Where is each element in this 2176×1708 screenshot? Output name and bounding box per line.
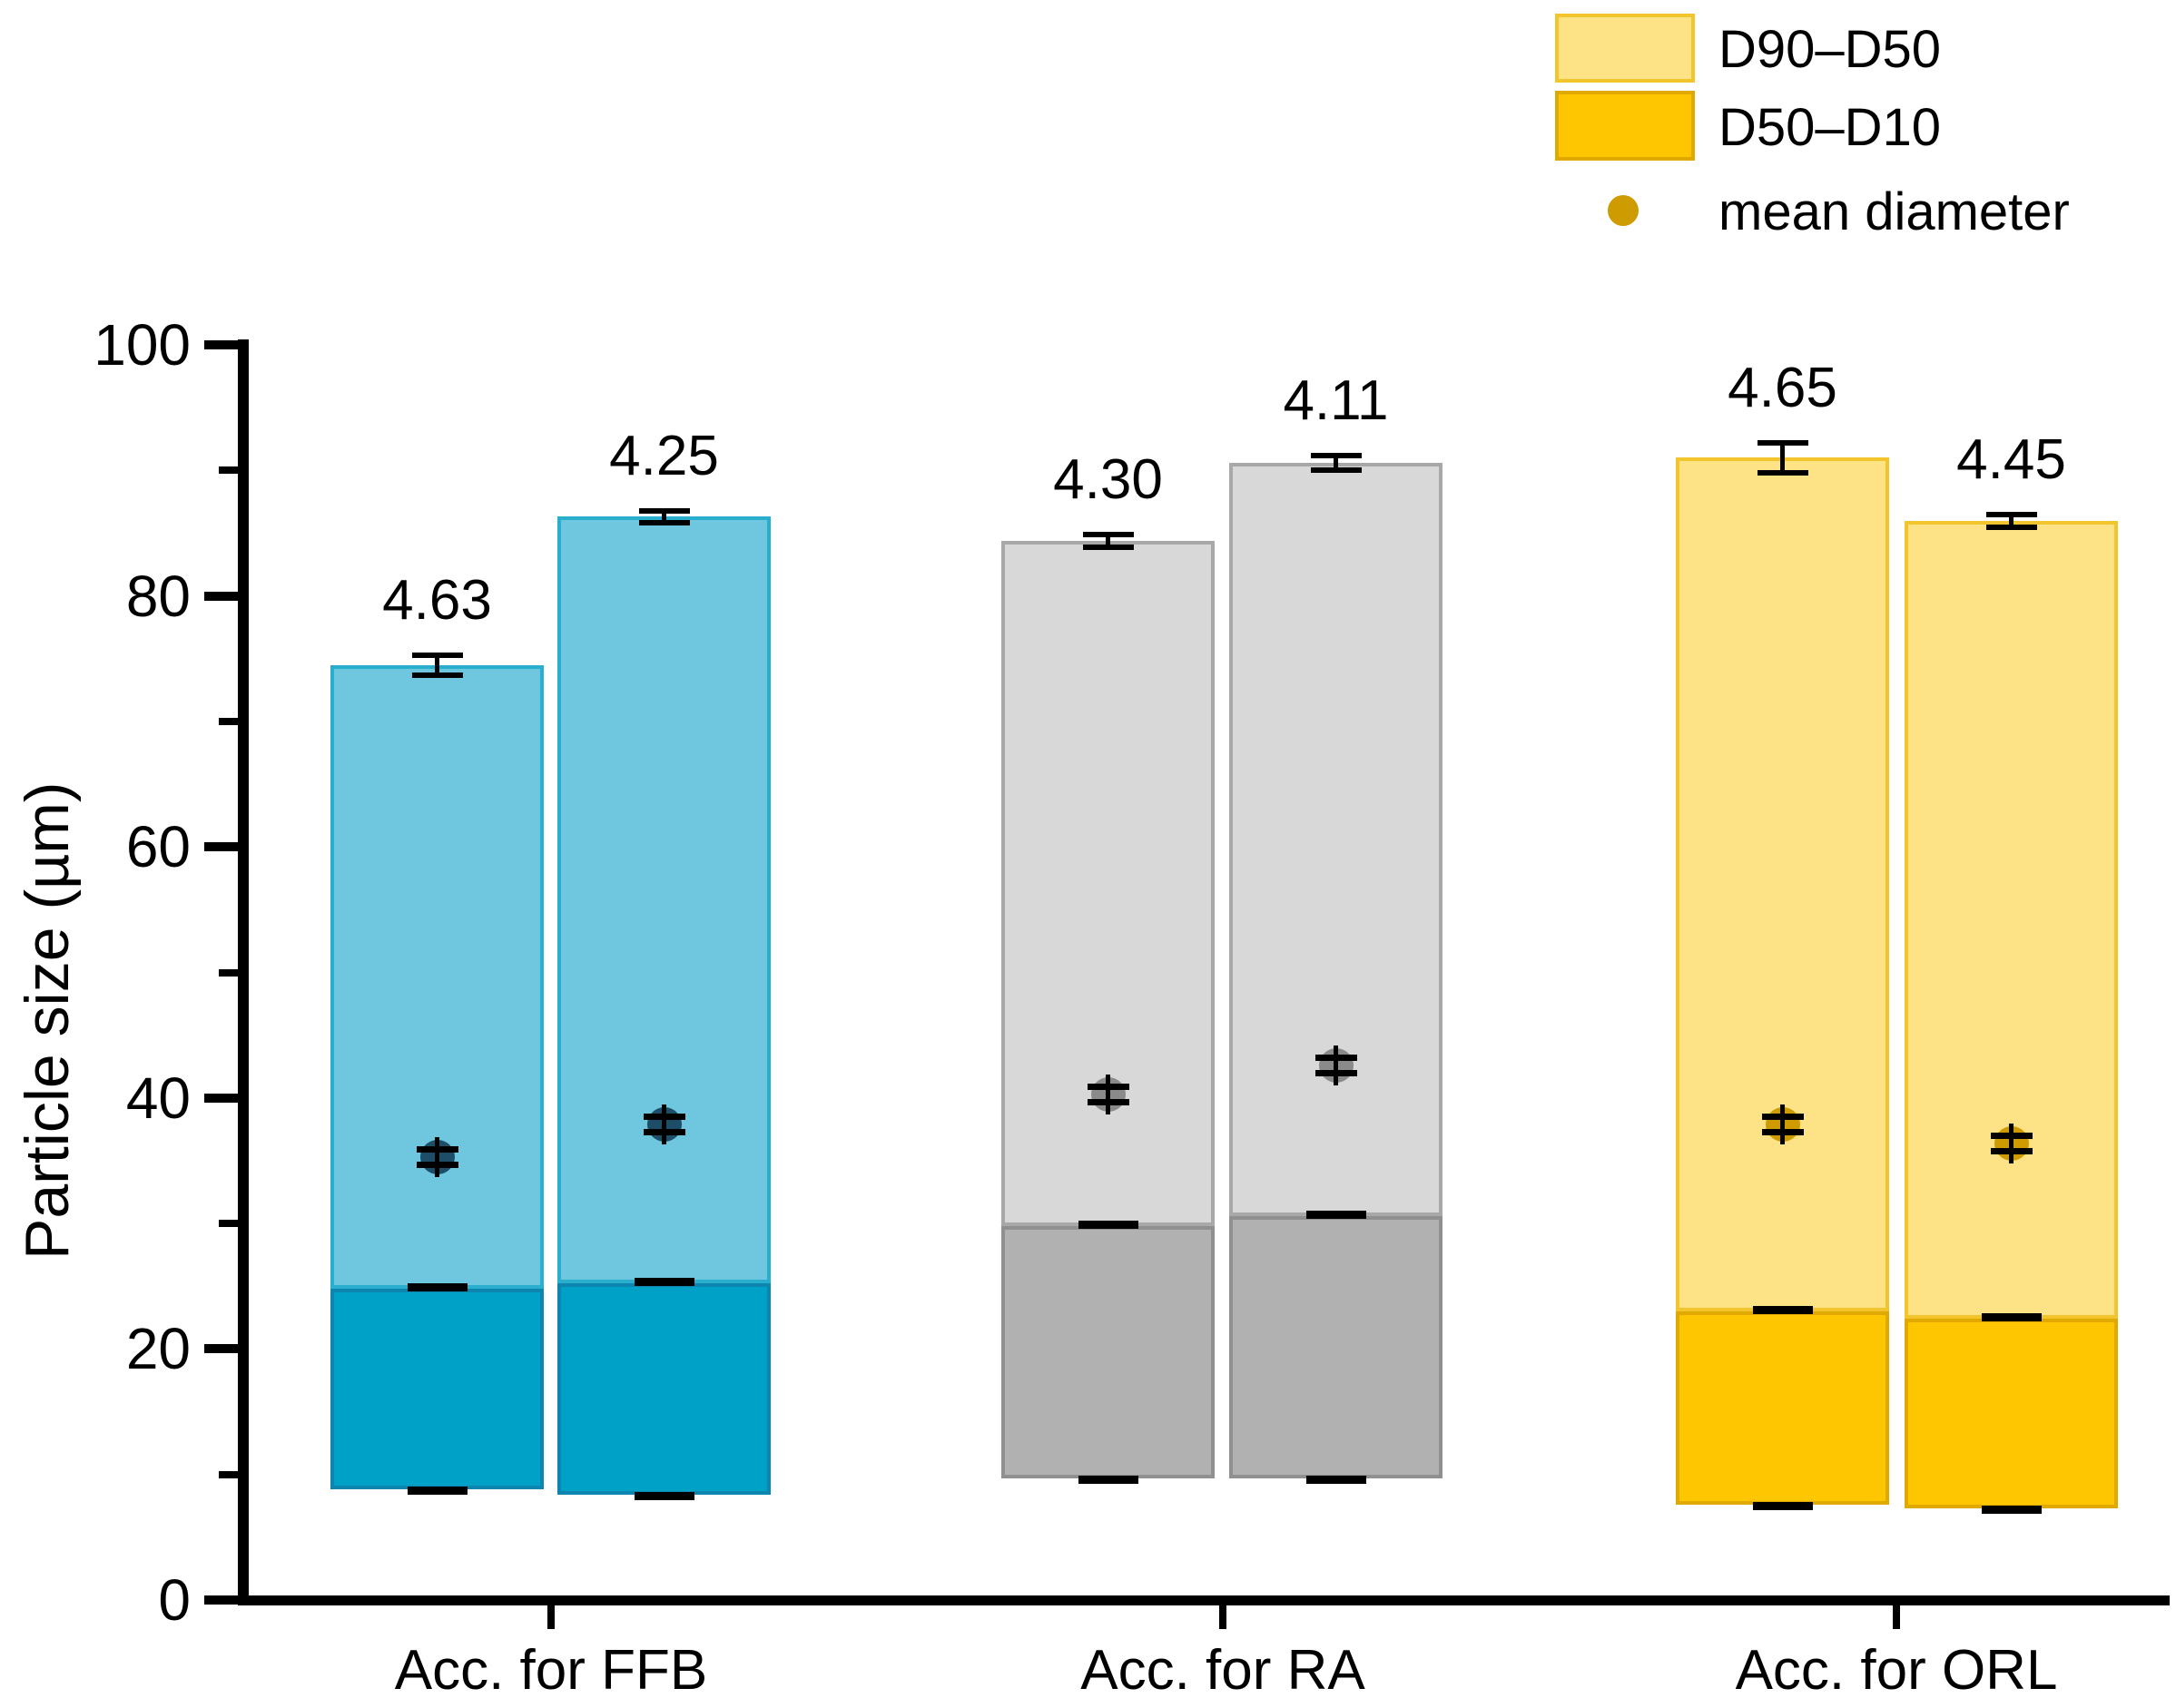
y-tick-label: 0 [158, 1567, 191, 1633]
y-minor-tick [219, 717, 238, 725]
d90-error-line [662, 510, 666, 524]
y-major-tick [204, 1093, 238, 1103]
d10-error-dash [1078, 1475, 1138, 1484]
d90-error-cap-bottom [1757, 470, 1808, 476]
y-tick-label: 40 [125, 1065, 191, 1131]
bar-segment-d50-d10 [557, 1283, 771, 1495]
mean-error-cap-top [1087, 1083, 1129, 1090]
d10-error-dash [1305, 1475, 1366, 1484]
mean-error-cap-bottom [1990, 1147, 2033, 1154]
d90-error-line [1780, 442, 1785, 474]
d50-error-dash [1752, 1305, 1813, 1314]
d90-error-cap-top [1757, 439, 1808, 446]
legend-swatch-d50-d10 [1555, 91, 1695, 161]
bar-span-label: 4.30 [1053, 447, 1163, 511]
d90-error-cap-top [411, 652, 463, 658]
bar-segment-d90-d50 [1905, 520, 2118, 1320]
legend-label-mean-diameter: mean diameter [1718, 182, 2070, 241]
x-group-label: Acc. for FFB [394, 1639, 708, 1702]
d50-error-dash [1078, 1220, 1138, 1229]
y-minor-tick [219, 1470, 238, 1478]
y-tick-label: 80 [125, 563, 191, 629]
d90-error-cap-bottom [638, 520, 690, 526]
d50-error-dash [407, 1283, 468, 1292]
mean-error-cap-bottom [1087, 1098, 1129, 1105]
legend-label-d90-d50: D90–D50 [1718, 20, 1942, 79]
d50-error-dash [1981, 1313, 2042, 1322]
bar-segment-d90-d50 [557, 516, 771, 1284]
d10-error-dash [634, 1491, 694, 1500]
bar-segment-d90-d50 [1676, 457, 1889, 1311]
mean-error-cap-bottom [1761, 1128, 1804, 1135]
y-major-tick [204, 1595, 238, 1605]
legend-swatch-d90-d50 [1555, 14, 1695, 83]
mean-error-cap-bottom [643, 1128, 685, 1135]
bar-span-label: 4.45 [1956, 427, 2066, 491]
mean-error-cap-top [1990, 1132, 2033, 1139]
mean-error-line [1106, 1074, 1110, 1114]
bar-span-label: 4.11 [1283, 368, 1389, 432]
x-group-label: Acc. for ORL [1735, 1639, 2058, 1702]
mean-error-line [1780, 1104, 1785, 1144]
x-group-tick [1219, 1605, 1226, 1629]
d90-error-cap-bottom [1310, 467, 1362, 474]
bar-segment-d90-d50 [1229, 463, 1442, 1216]
mean-error-line [2009, 1123, 2014, 1163]
mean-error-cap-top [1761, 1113, 1804, 1120]
d90-error-line [435, 654, 439, 675]
bar-span-label: 4.65 [1728, 356, 1837, 419]
y-major-tick [204, 340, 238, 349]
y-major-tick [204, 842, 238, 852]
y-tick-label: 20 [125, 1316, 191, 1382]
bar-segment-d90-d50 [1001, 540, 1215, 1226]
d50-error-dash [634, 1278, 694, 1287]
bar-segment-d90-d50 [330, 664, 544, 1289]
y-tick-label: 60 [125, 814, 191, 880]
mean-error-line [435, 1136, 439, 1177]
d90-error-cap-bottom [1985, 524, 2037, 530]
d90-error-cap-bottom [1082, 544, 1134, 550]
x-group-label: Acc. for RA [1080, 1639, 1365, 1702]
bar-span-label: 4.25 [609, 424, 719, 487]
d90-error-cap-top [638, 507, 690, 514]
y-major-tick [204, 591, 238, 601]
d90-error-cap-top [1985, 511, 2037, 517]
d10-error-dash [1981, 1506, 2042, 1515]
y-major-tick [204, 1344, 238, 1354]
d90-error-line [1106, 534, 1110, 547]
y-minor-tick [219, 1220, 238, 1228]
d90-error-cap-top [1082, 531, 1134, 537]
d90-error-line [1334, 455, 1338, 471]
d90-error-cap-top [1310, 452, 1362, 458]
bar-segment-d50-d10 [1229, 1215, 1442, 1478]
mean-error-cap-bottom [416, 1161, 458, 1168]
y-minor-tick [219, 466, 238, 475]
bar-segment-d50-d10 [1001, 1225, 1215, 1478]
mean-error-cap-bottom [1314, 1069, 1357, 1076]
d90-error-cap-bottom [411, 672, 463, 678]
mean-error-cap-top [416, 1145, 458, 1153]
bar-span-label: 4.63 [382, 568, 492, 632]
bar-segment-d50-d10 [330, 1289, 544, 1490]
bar-segment-d50-d10 [1905, 1319, 2118, 1509]
mean-error-cap-top [1314, 1054, 1357, 1061]
x-axis-line [238, 1595, 2170, 1605]
mean-error-line [1334, 1045, 1338, 1085]
x-group-tick [1893, 1605, 1900, 1629]
y-tick-label: 100 [94, 312, 191, 378]
d90-error-line [2009, 514, 2014, 527]
d10-error-dash [407, 1487, 468, 1496]
d10-error-dash [1752, 1501, 1813, 1510]
bar-segment-d50-d10 [1676, 1310, 1889, 1505]
mean-error-cap-top [643, 1113, 685, 1120]
y-axis-line [238, 339, 249, 1605]
x-group-tick [547, 1605, 555, 1629]
y-minor-tick [219, 968, 238, 977]
legend-label-d50-d10: D50–D10 [1718, 98, 1942, 157]
legend-mean-dot-icon [1608, 195, 1639, 226]
mean-error-line [662, 1104, 666, 1144]
d50-error-dash [1305, 1210, 1366, 1219]
